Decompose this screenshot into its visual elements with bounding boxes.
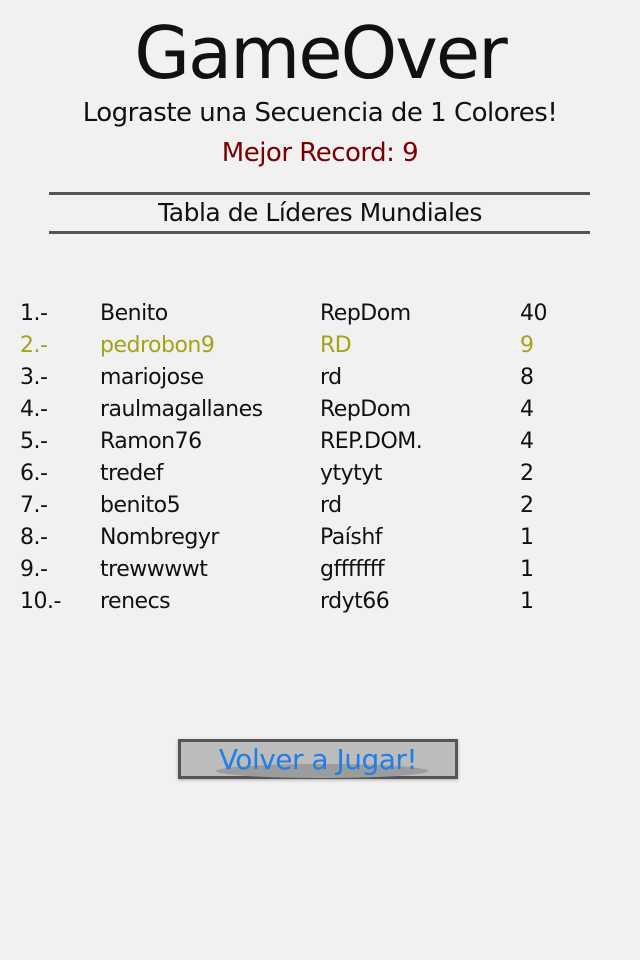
table-row: 2.- pedrobon9 RD 9 (0, 330, 640, 362)
rank-cell: 4.- (20, 397, 48, 422)
score-cell: 2 (520, 461, 534, 486)
rank-cell: 6.- (20, 461, 48, 486)
country-cell: rd (320, 493, 342, 518)
game-over-title: GameOver (134, 11, 508, 95)
rank-cell: 5.- (20, 429, 48, 454)
country-cell: rd (320, 365, 342, 390)
rank-cell: 9.- (20, 557, 48, 582)
country-cell: rdyt66 (320, 589, 390, 614)
name-cell: mariojose (100, 365, 204, 390)
score-cell: 4 (520, 397, 534, 422)
score-cell: 1 (520, 589, 534, 614)
divider-bottom (49, 231, 590, 234)
country-cell: RepDom (320, 397, 411, 422)
table-row: 5.- Ramon76 REP.DOM. 4 (0, 426, 640, 458)
score-cell: 2 (520, 493, 534, 518)
name-cell: pedrobon9 (100, 333, 215, 358)
table-row: 10.- renecs rdyt66 1 (0, 586, 640, 618)
country-cell: ytytyt (320, 461, 382, 486)
rank-cell: 3.- (20, 365, 48, 390)
score-cell: 8 (520, 365, 534, 390)
country-cell: gfffffff (320, 557, 385, 582)
name-cell: Nombregyr (100, 525, 219, 550)
name-cell: renecs (100, 589, 171, 614)
name-cell: benito5 (100, 493, 181, 518)
name-cell: Ramon76 (100, 429, 202, 454)
rank-cell: 2.- (20, 333, 48, 358)
score-cell: 9 (520, 333, 534, 358)
rank-cell: 8.- (20, 525, 48, 550)
score-cell: 1 (520, 557, 534, 582)
country-cell: RD (320, 333, 352, 358)
table-row: 6.- tredef ytytyt 2 (0, 458, 640, 490)
leaderboard-title: Tabla de Líderes Mundiales (158, 198, 482, 227)
name-cell: trewwwwt (100, 557, 208, 582)
name-cell: raulmagallanes (100, 397, 263, 422)
play-again-button[interactable]: Volver a Jugar! (178, 739, 458, 779)
country-cell: REP.DOM. (320, 429, 423, 454)
country-cell: Paíshf (320, 525, 383, 550)
table-row: 3.- mariojose rd 8 (0, 362, 640, 394)
play-again-label: Volver a Jugar! (218, 743, 418, 776)
score-cell: 40 (520, 301, 548, 326)
name-cell: tredef (100, 461, 163, 486)
table-row: 9.- trewwwwt gfffffff 1 (0, 554, 640, 586)
best-record: Mejor Record: 9 (221, 138, 419, 168)
country-cell: RepDom (320, 301, 411, 326)
table-row: 1.- Benito RepDom 40 (0, 298, 640, 330)
table-row: 8.- Nombregyr Paíshf 1 (0, 522, 640, 554)
rank-cell: 10.- (20, 589, 61, 614)
score-cell: 1 (520, 525, 534, 550)
score-cell: 4 (520, 429, 534, 454)
name-cell: Benito (100, 301, 168, 326)
sequence-message: Lograste una Secuencia de 1 Colores! (82, 98, 558, 128)
divider-top (49, 192, 590, 195)
table-row: 4.- raulmagallanes RepDom 4 (0, 394, 640, 426)
table-row: 7.- benito5 rd 2 (0, 490, 640, 522)
button-shadow (216, 764, 428, 778)
rank-cell: 1.- (20, 301, 48, 326)
rank-cell: 7.- (20, 493, 48, 518)
